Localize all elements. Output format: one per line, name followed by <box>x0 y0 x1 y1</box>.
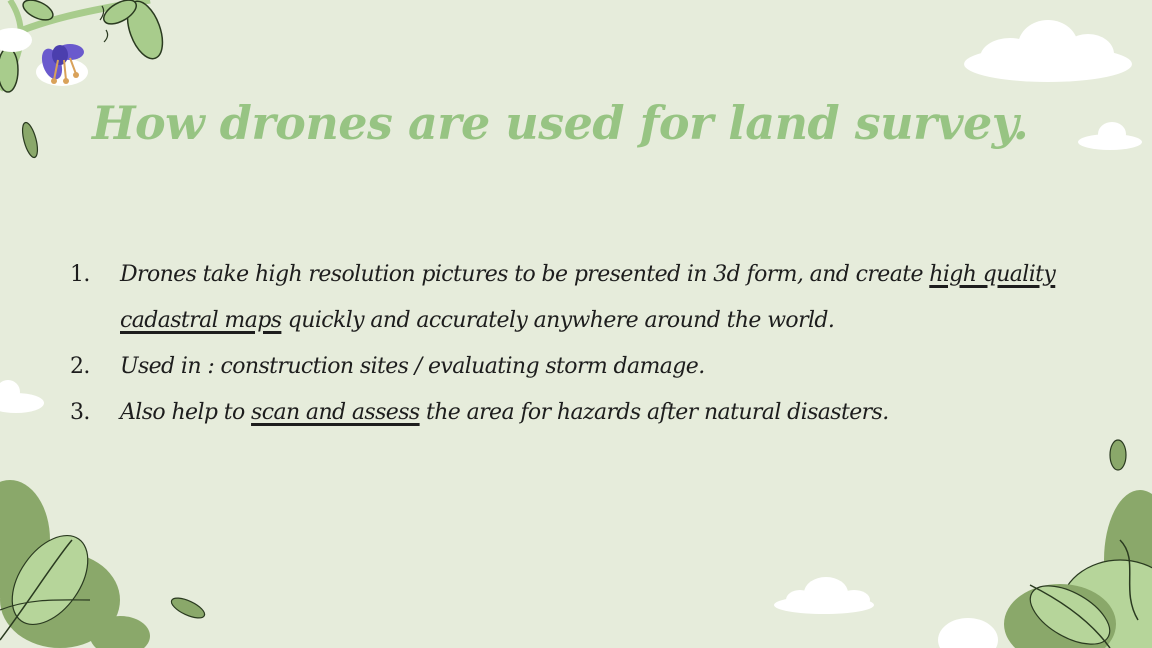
list-text: Drones take high resolution pictures to … <box>120 252 1070 344</box>
list-item: 3. Also help to scan and assess the area… <box>70 390 1070 436</box>
bush-icon <box>1004 490 1152 648</box>
list-item: 2. Used in : construction sites / evalua… <box>70 344 1070 390</box>
underlined-phrase: high quality cadastral maps <box>120 262 1056 333</box>
slide-title: How drones are used for land survey. <box>92 96 1029 150</box>
leaf-icon <box>21 121 1127 619</box>
text-segment: Drones take high resolution pictures to … <box>120 262 930 287</box>
list-item: 1. Drones take high resolution pictures … <box>70 252 1070 344</box>
text-segment: Also help to <box>120 400 252 425</box>
vine-icon <box>0 0 164 93</box>
bush-icon <box>0 480 150 648</box>
flower-icon <box>41 44 84 84</box>
list-number: 2. <box>70 354 90 379</box>
text-segment: the area for hazards after natural disas… <box>419 400 889 425</box>
list-number: 3. <box>70 400 90 425</box>
list-number: 1. <box>70 262 90 287</box>
list-text: Used in : construction sites / evaluatin… <box>120 344 1070 390</box>
bullet-list: 1. Drones take high resolution pictures … <box>70 252 1070 436</box>
text-segment: quickly and accurately anywhere around t… <box>281 308 835 333</box>
text-segment: Used in : construction sites / evaluatin… <box>120 354 705 379</box>
cloud-icon <box>0 20 1142 648</box>
list-text: Also help to scan and assess the area fo… <box>120 390 1070 436</box>
underlined-phrase: scan and assess <box>251 400 420 425</box>
